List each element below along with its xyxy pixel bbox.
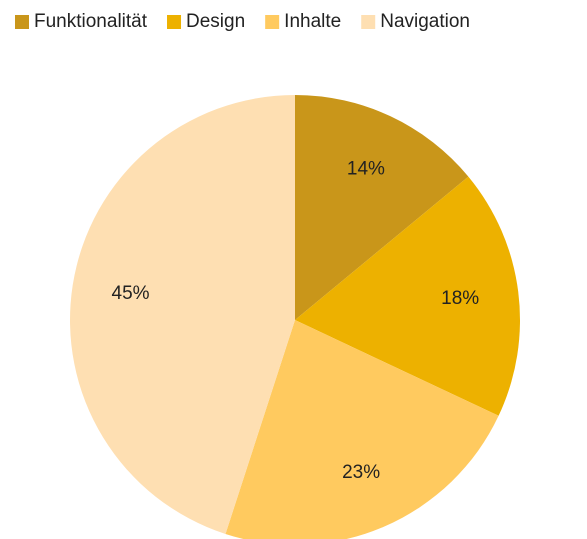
legend-label: Funktionalität <box>34 11 148 32</box>
legend-swatch <box>167 15 182 29</box>
pie-slice <box>295 95 469 320</box>
legend-label: Inhalte <box>284 11 341 32</box>
pie-slice <box>225 320 499 539</box>
data-label: 18% <box>441 288 479 309</box>
legend-swatch <box>265 15 280 29</box>
pie-slice <box>295 176 520 416</box>
legend-swatch <box>361 15 376 29</box>
data-label: 45% <box>112 283 150 304</box>
legend-label: Navigation <box>380 11 470 32</box>
data-label: 23% <box>342 462 380 483</box>
pie-slice <box>69 95 295 534</box>
data-label: 14% <box>347 158 385 179</box>
legend-swatch <box>15 15 29 29</box>
legend-label: Design <box>186 11 245 32</box>
